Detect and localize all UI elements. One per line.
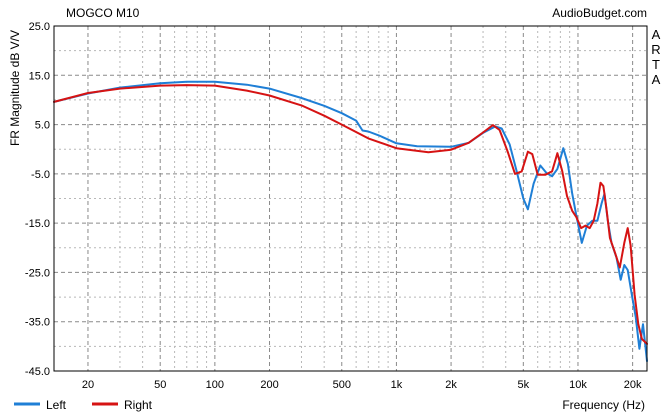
y-tick-label: -5.0 [31, 169, 50, 181]
x-tick-label: 10k [569, 379, 587, 391]
y-tick-labels: 25.0 15.0 5.0 -5.0 -15.0 -25.0 -35.0 -45.0 [25, 21, 50, 378]
y-tick-label: -25.0 [25, 267, 50, 279]
x-tick-label: 5k [518, 379, 530, 391]
x-tick-label: 20k [624, 379, 642, 391]
chart-title: MOGCO M10 [66, 6, 140, 20]
side-label-letter: R [651, 42, 660, 57]
x-tick-label: 2k [445, 379, 457, 391]
y-tick-label: 5.0 [35, 120, 50, 132]
x-tick-label: 50 [154, 379, 166, 391]
y-tick-label: 15.0 [29, 70, 50, 82]
side-label-letter: A [652, 72, 661, 87]
grid-lines [54, 26, 647, 371]
x-tick-labels: 20 50 100 200 500 1k 2k 5k 10k 20k [82, 379, 642, 391]
x-tick-label: 200 [260, 379, 278, 391]
legend-label-left: Left [46, 398, 67, 412]
x-tick-label: 100 [206, 379, 224, 391]
y-tick-label: 25.0 [29, 21, 50, 33]
x-tick-label: 1k [391, 379, 403, 391]
y-tick-label: -35.0 [25, 317, 50, 329]
series-layer [53, 80, 648, 363]
y-axis-label: FR Magnitude dB V/V [8, 30, 22, 146]
x-tick-label: 20 [82, 379, 94, 391]
x-tick-label: 500 [333, 379, 351, 391]
y-tick-label: -15.0 [25, 218, 50, 230]
legend: Left Right [14, 398, 153, 412]
side-label-letter: A [652, 27, 661, 42]
chart-source-label: AudioBudget.com [552, 6, 647, 20]
plot-frame [53, 25, 648, 372]
legend-label-right: Right [124, 398, 153, 412]
side-label-letter: T [652, 57, 660, 72]
series-line-right [53, 84, 648, 345]
x-axis-label: Frequency (Hz) [562, 398, 645, 412]
y-tick-label: -45.0 [25, 366, 50, 378]
